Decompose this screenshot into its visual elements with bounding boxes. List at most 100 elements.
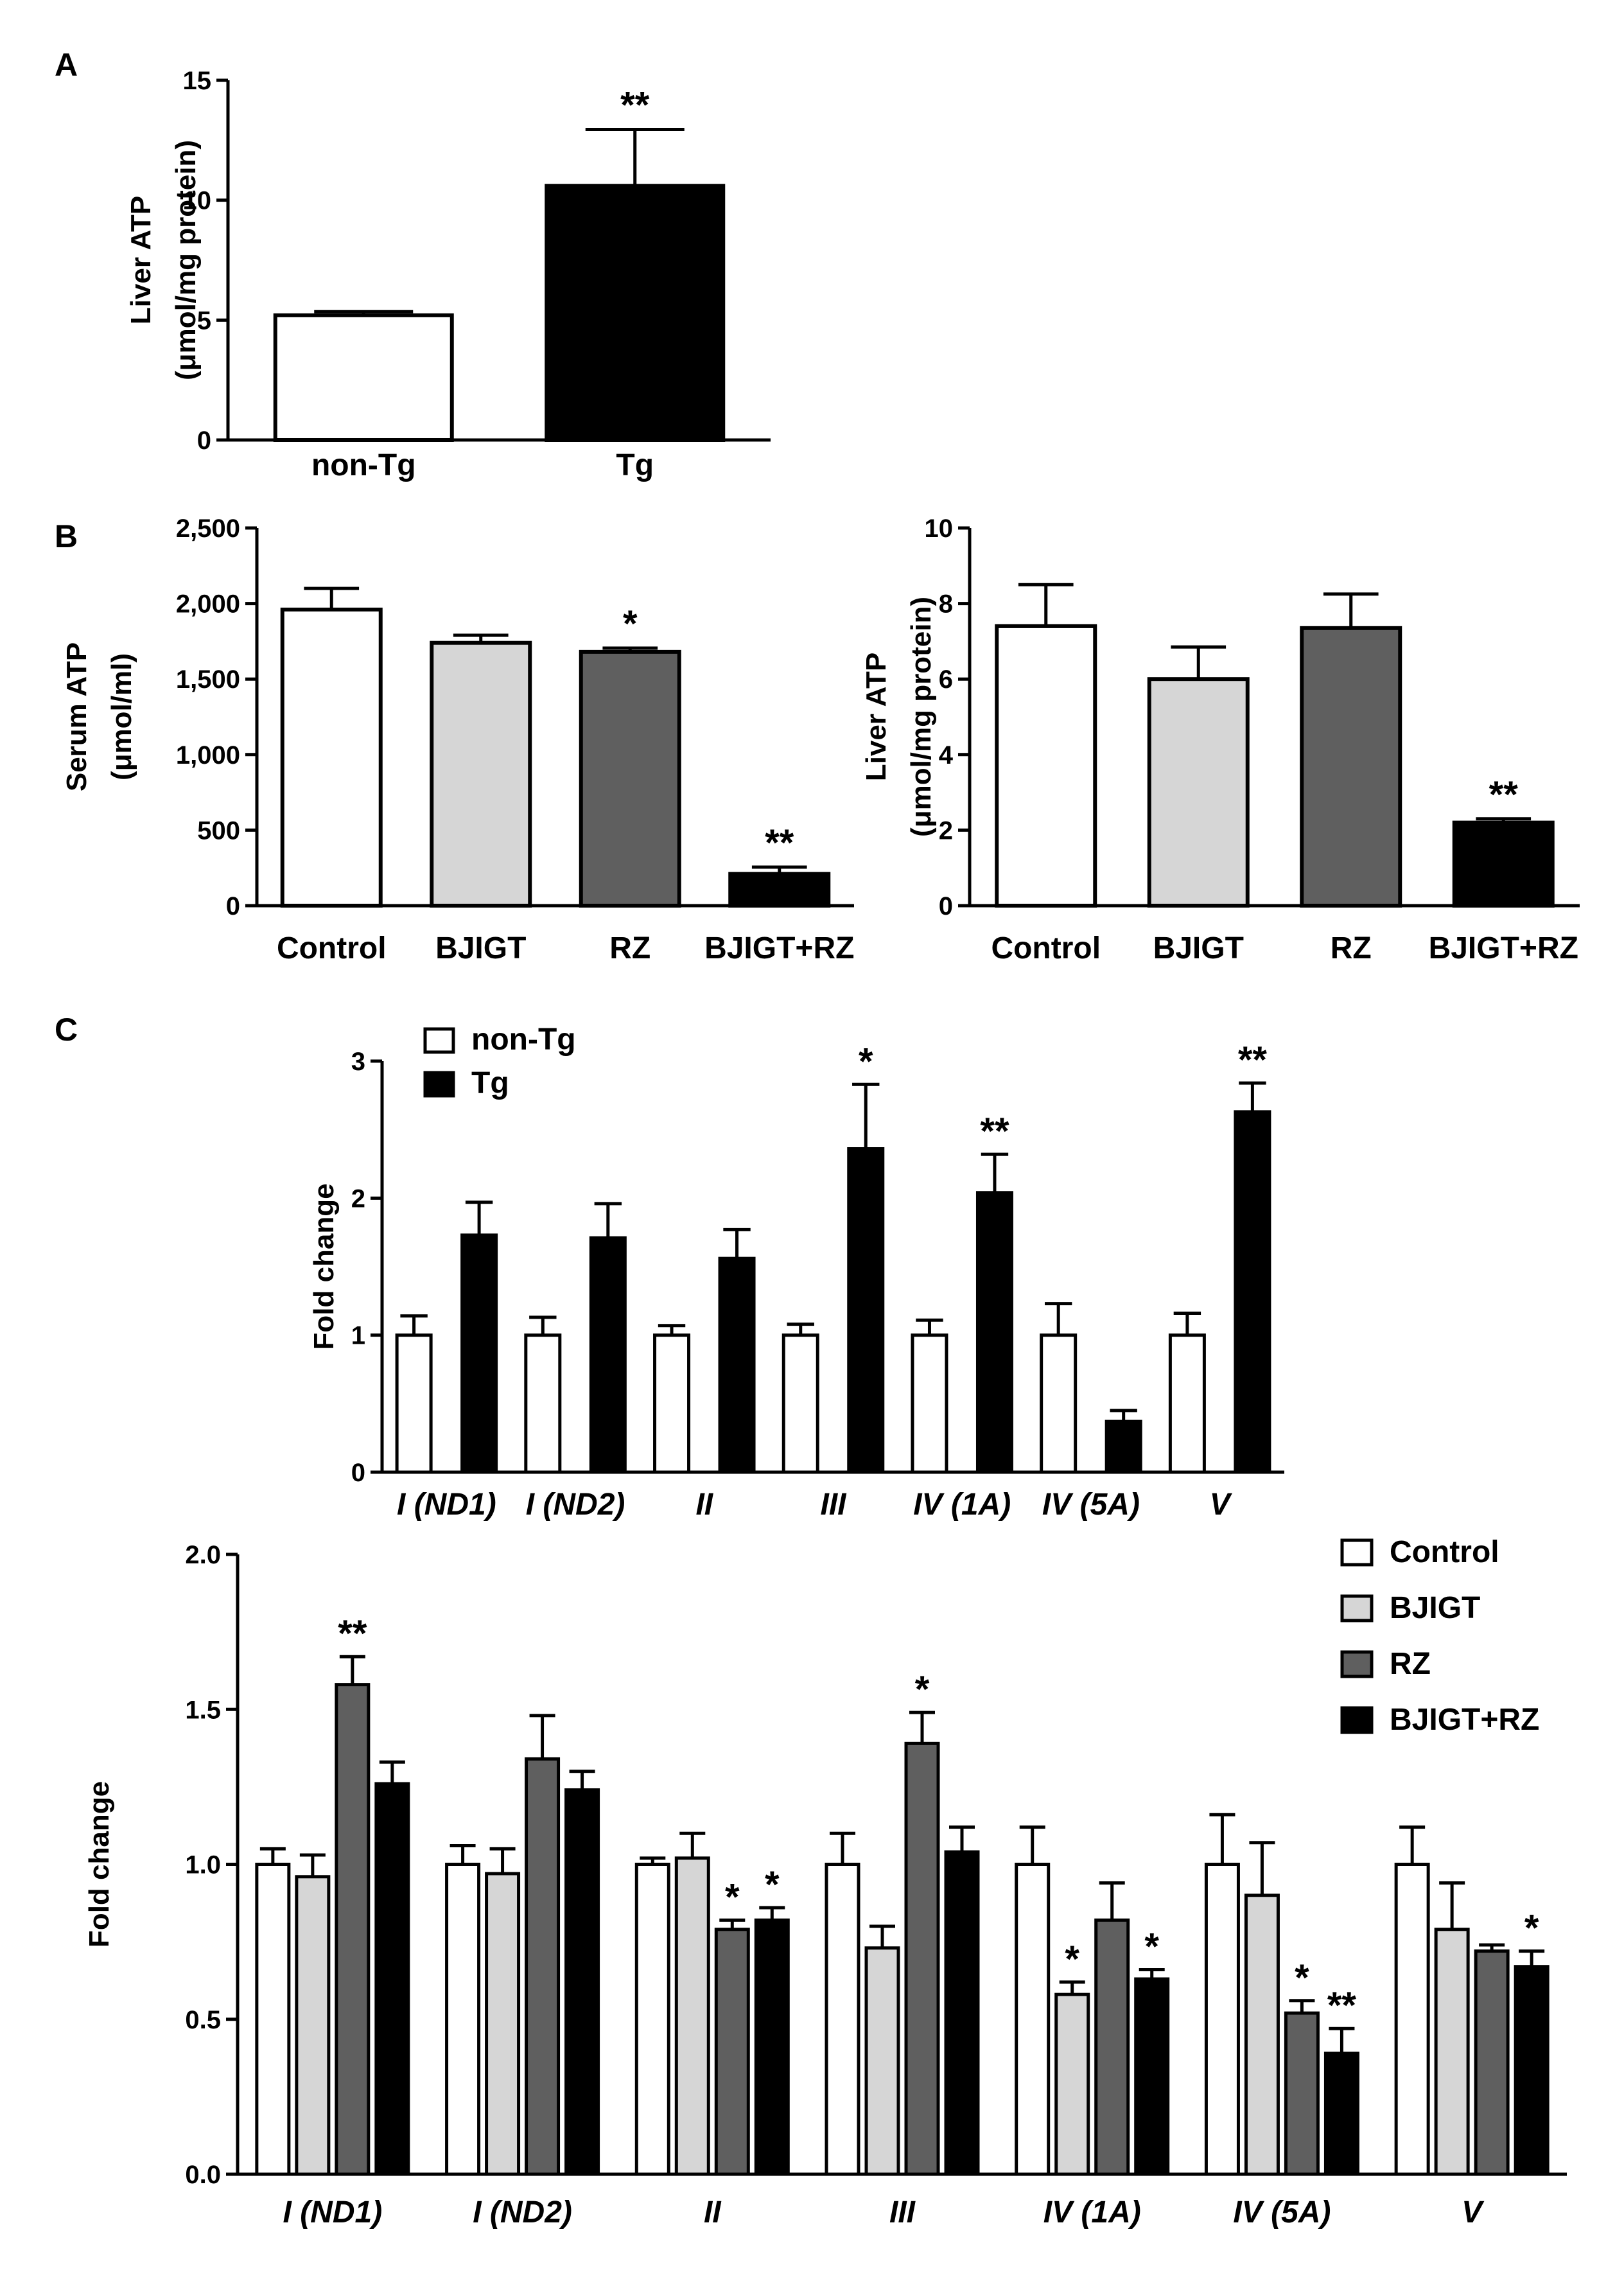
y-tick-label: 1 [351,1322,365,1350]
y-axis-label: Fold change [83,1781,115,1947]
y-tick-label: 4 [939,741,954,769]
x-tick-label-tg: Tg [616,448,654,482]
chart-c1: C 0 1 2 3 Fold change I (ND1) I (ND2) II * III ** IV… [55,1012,1284,1522]
bar-non-tg-iv-5a [1040,1333,1078,1474]
bar-control-iv-1a [1015,1863,1051,2176]
x-tick-label-iv-5a: IV (5A) [1233,2195,1331,2229]
y-axis-label: Liver ATP (μmol/mg protein) [125,140,202,380]
y-tick-label: 2 [939,816,953,845]
y-axis-label-line: (μmol/mg protein) [905,597,937,837]
bar-non-tg [273,313,454,442]
y-axis-label-line: Serum ATP [61,642,92,791]
x-tick-label-ii: II [704,2195,722,2229]
significance-tg: ** [620,85,650,127]
bar-tg-v [1234,1110,1271,1474]
significance-bjigt-rz: ** [765,822,794,864]
x-tick-label-iii: III [889,2195,916,2229]
bar-bjigt [430,640,532,908]
bar-control-v [1394,1863,1430,2176]
significance-tg-iii: * [859,1041,873,1082]
legend-label-control: Control [1390,1535,1499,1569]
legend-label-non-tg: non-Tg [471,1023,576,1057]
bar-control [280,608,383,908]
legend-label-bjigt: BJIGT [1390,1591,1480,1625]
y-axis-label: Fold change [308,1183,340,1349]
bar-bjigt-rz [728,872,831,908]
bar-bjigt-i-nd1 [295,1875,331,2176]
legend-swatch-non-tg [423,1027,455,1054]
significance-bjigt-iv-1a: * [1065,1939,1079,1980]
bar-tg-ii [718,1256,756,1474]
x-tick-label-rz: RZ [1331,931,1372,965]
x-tick-label-i-nd1: I (ND1) [283,2195,383,2229]
bar-rz-v [1474,1949,1510,2176]
significance-rz-i-nd1: ** [338,1613,367,1655]
bar-rz-iv-5a [1284,2011,1320,2176]
bar-tg [545,184,726,442]
y-axis-label-line: (μmol/mg protein) [170,140,202,380]
x-tick-label-control: Control [277,931,387,965]
x-tick-label-i-nd2: I (ND2) [526,1488,625,1522]
bar-bjigt-ii [674,1856,710,2176]
y-tick-label: 0 [197,426,211,455]
legend-label-tg: Tg [471,1066,509,1100]
y-axis-label: Liver ATP (μmol/mg protein) [860,597,937,837]
y-tick-label: 500 [197,816,240,845]
panel-label-a: A [55,47,78,83]
chart-a: A 0 5 10 15 Liver ATP (μmol/mg protein) non-Tg *… [55,47,771,482]
bar-bjigt-rz-v [1514,1965,1550,2176]
y-axis-label-line: Liver ATP [860,653,892,782]
y-tick-label: 1.0 [185,1851,221,1879]
y-tick-label: 15 [183,67,212,95]
legend-label-bjigt-rz: BJIGT+RZ [1390,1703,1539,1737]
y-axis-label-line: Liver ATP [125,196,157,325]
y-tick-label: 0 [351,1459,365,1487]
bar-non-tg-iv-1a [911,1333,948,1474]
y-tick-label: 5 [197,306,211,335]
bar-control-i-nd2 [445,1863,481,2176]
x-tick-label-iv-1a: IV (1A) [1043,2195,1141,2229]
chart-b2: 0 2 4 6 8 10 Liver ATP (μmol/mg protein) Control… [860,514,1580,965]
y-axis-label: Serum ATP (μmol/ml) [61,642,137,791]
x-tick-label-bjigt-rz: BJIGT+RZ [704,931,854,965]
significance-rz-iii: * [915,1669,930,1710]
bar-rz [579,649,681,908]
y-tick-label: 0.0 [185,2161,221,2189]
bar-non-tg-v [1168,1333,1206,1474]
bar-tg-i-nd2 [589,1236,627,1474]
y-tick-label: 1,000 [176,741,240,769]
legend-swatch-control [1340,1538,1374,1567]
y-tick-label: 2,000 [176,590,240,619]
bar-tg-iv-1a [975,1191,1013,1474]
bar-bjigt-iii [864,1946,900,2176]
y-tick-label: 1.5 [185,1696,221,1724]
bar-bjigt-rz-iv-5a [1323,2052,1359,2176]
significance-tg-iv-1a: ** [980,1111,1009,1152]
legend-swatch-tg [423,1071,455,1098]
y-tick-label: 2 [351,1184,365,1213]
bar-rz-iii [904,1741,940,2176]
bar-bjigt-v [1434,1928,1470,2176]
x-tick-label-ii: II [695,1488,713,1522]
significance-bjigt-rz-iv-5a: ** [1327,1985,1357,2026]
significance-bjigt-rz-ii: * [765,1864,780,1906]
bar-non-tg-ii [653,1333,691,1474]
y-axis-label-line: (μmol/ml) [106,653,137,780]
x-tick-label-iii: III [820,1488,847,1522]
bar-tg-i-nd1 [460,1233,498,1474]
y-tick-label: 3 [351,1048,365,1076]
bar-rz-ii [714,1928,750,2176]
bar-tg-iii [847,1147,885,1474]
panel-label-c: C [55,1012,78,1048]
significance-bjigt-rz: ** [1489,774,1519,816]
legend: non-Tg Tg [423,1023,576,1100]
x-tick-label-bjigt: BJIGT [1153,931,1244,965]
bar-bjigt [1147,677,1250,908]
bar-bjigt-rz [1452,820,1555,908]
y-tick-label: 0.5 [185,2006,221,2034]
bar-control-iv-5a [1204,1863,1240,2176]
x-tick-label-bjigt-rz: BJIGT+RZ [1429,931,1578,965]
y-tick-label: 8 [939,590,953,619]
bar-rz-iv-1a [1094,1918,1130,2176]
